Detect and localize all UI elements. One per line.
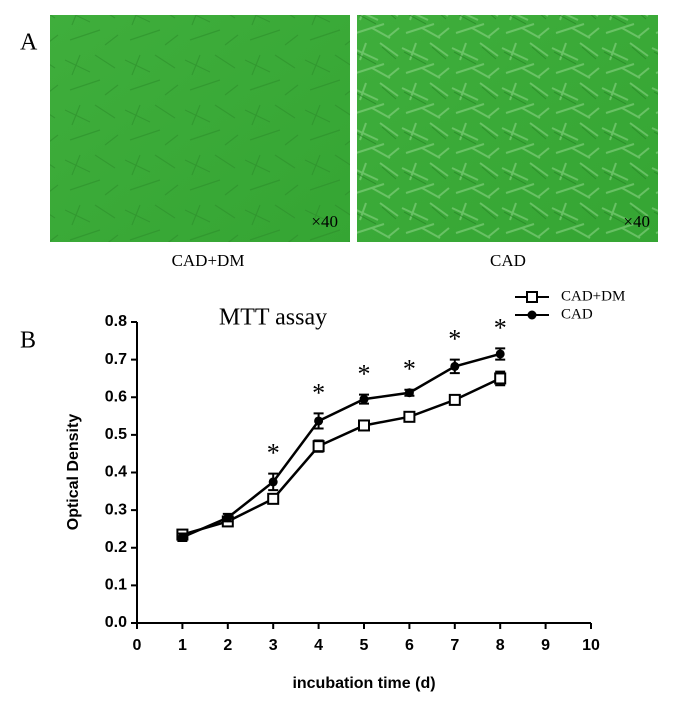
series-line [182,377,501,536]
x-tick-label: 0 [133,637,142,654]
data-point [448,393,461,406]
significance-mark: * [494,313,507,342]
significance-mark: * [448,325,461,354]
data-point [314,416,324,426]
chart-title: MTT assay [219,305,327,331]
y-tick-label: 0.2 [105,539,127,556]
y-tick-label: 0.1 [105,577,127,594]
y-tick-label: 0.5 [105,426,127,443]
x-tick-label: 7 [450,637,459,654]
magnification: ×40 [623,212,650,231]
data-point [359,394,369,404]
micrograph-texture [50,15,350,242]
x-axis-label: incubation time (d) [292,675,435,692]
x-tick-label: 9 [541,637,550,654]
panel-label: B [20,328,36,354]
legend-marker [527,310,537,320]
legend-marker [526,291,538,303]
image-caption: CAD+DM [172,251,245,270]
data-point [403,410,416,423]
micrograph-texture [357,15,658,242]
image-caption: CAD [490,251,526,270]
data-point [268,477,278,487]
significance-mark: * [403,355,416,384]
y-tick-label: 0.8 [105,313,127,330]
x-tick-label: 3 [269,637,278,654]
x-tick-label: 4 [314,637,323,654]
data-point [495,349,505,359]
y-axis-label: Optical Density [65,414,82,531]
legend-label: CAD [561,306,593,322]
data-point [404,388,414,398]
significance-mark: * [267,439,280,468]
x-tick-label: 2 [223,637,232,654]
legend-label: CAD+DM [561,288,625,304]
data-point [177,532,187,542]
significance-mark: * [358,360,371,389]
data-point [312,440,325,453]
x-tick-label: 10 [582,637,600,654]
data-point [450,361,460,371]
panel-label: A [20,30,38,56]
y-tick-label: 0.6 [105,388,127,405]
data-point [223,513,233,523]
data-point [494,372,507,385]
data-point [358,419,370,432]
x-tick-label: 8 [496,637,505,654]
x-tick-label: 5 [360,637,369,654]
x-tick-label: 1 [178,637,187,654]
y-tick-label: 0.7 [105,351,127,368]
magnification: ×40 [311,212,338,231]
data-point [267,492,280,505]
x-tick-label: 6 [405,637,414,654]
y-tick-label: 0.3 [105,501,127,518]
y-tick-label: 0.4 [105,464,127,481]
significance-mark: * [312,378,325,407]
y-tick-label: 0.0 [105,614,127,631]
series-line [181,352,501,539]
